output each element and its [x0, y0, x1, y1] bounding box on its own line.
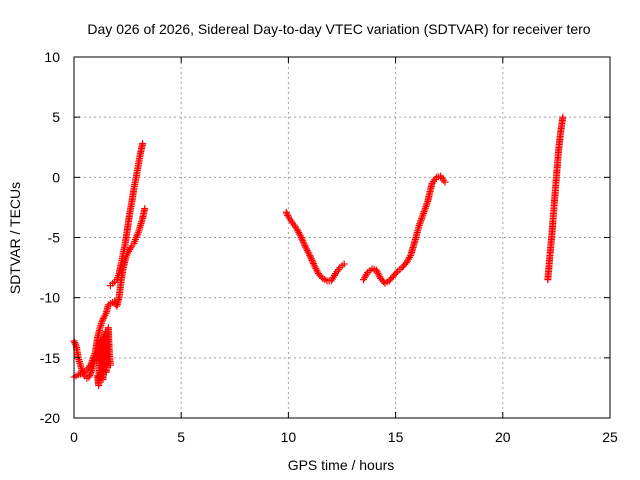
data-point [284, 211, 292, 219]
data-point [86, 370, 94, 378]
x-tick-label: 10 [281, 429, 297, 445]
data-point [297, 234, 305, 241]
data-point [304, 248, 312, 256]
data-point [302, 245, 310, 253]
data-point [308, 256, 316, 264]
data-point [306, 252, 314, 260]
data-point [309, 260, 317, 268]
y-tick-label: 5 [52, 109, 60, 125]
data-point [71, 339, 79, 347]
data-point [300, 240, 308, 248]
x-tick-label: 15 [388, 429, 404, 445]
data-point [139, 140, 147, 148]
data-point [418, 215, 426, 223]
y-tick-label: -10 [40, 290, 60, 306]
data-point [282, 208, 290, 216]
chart-title: Day 026 of 2026, Sidereal Day-to-day VTE… [87, 21, 590, 37]
y-axis-label: SDTVAR / TECUs [7, 182, 23, 294]
data-point [423, 201, 431, 209]
data-point [559, 113, 567, 121]
y-tick-labels: -20 -15 -10 -5 0 5 10 [40, 49, 60, 426]
data-point [310, 261, 318, 269]
data-point [88, 356, 96, 364]
data-point [419, 211, 427, 219]
data-point [416, 218, 424, 226]
data-point [392, 269, 400, 277]
data-point [133, 232, 141, 240]
x-tick-label: 20 [495, 429, 511, 445]
data-point [375, 271, 383, 279]
data-point [302, 243, 310, 251]
data-point [312, 265, 320, 273]
data-point [294, 227, 302, 235]
data-point [295, 228, 303, 236]
data-point [372, 266, 380, 274]
grid-lines [74, 57, 610, 418]
data-point [305, 250, 313, 258]
data-point [301, 242, 309, 250]
data-point [299, 237, 307, 245]
data-point [71, 340, 79, 348]
data-point [340, 260, 348, 268]
y-tick-label: 10 [44, 49, 60, 65]
data-point [298, 235, 306, 243]
x-tick-labels: 0 5 10 15 20 25 [70, 429, 618, 445]
data-point [421, 206, 429, 214]
y-tick-label: -5 [48, 230, 61, 246]
data-point [309, 258, 317, 266]
data-point [441, 178, 449, 186]
data-point [141, 205, 149, 213]
data-point [87, 360, 95, 368]
data-point [313, 266, 321, 274]
data-point [415, 221, 423, 229]
x-tick-label: 25 [602, 429, 618, 445]
axis-ticks [73, 56, 611, 419]
x-axis-label: GPS time / hours [288, 457, 395, 473]
data-point [86, 371, 94, 379]
y-tick-label: 0 [52, 169, 60, 185]
y-tick-label: -20 [40, 410, 60, 426]
data-point [423, 199, 431, 207]
data-point [296, 230, 304, 238]
data-point [106, 361, 114, 369]
data-point [422, 203, 430, 211]
data-point [374, 269, 382, 277]
data-point [417, 216, 425, 224]
data-points [70, 113, 567, 390]
data-point [134, 230, 142, 238]
data-point [89, 355, 97, 363]
data-point [421, 204, 429, 212]
data-point [132, 234, 140, 241]
data-point [317, 273, 325, 281]
data-point [303, 246, 311, 254]
data-point [416, 220, 424, 228]
x-tick-label: 5 [177, 429, 185, 445]
data-point [420, 208, 428, 216]
data-point [307, 255, 315, 263]
data-point [418, 213, 426, 221]
x-tick-label: 0 [70, 429, 78, 445]
data-point [283, 210, 291, 218]
data-point [85, 373, 93, 381]
data-point [299, 238, 307, 246]
data-point [98, 318, 106, 326]
y-tick-label: -15 [40, 350, 60, 366]
data-point [419, 209, 427, 217]
data-point [90, 353, 98, 361]
data-point [307, 253, 315, 261]
data-point [311, 263, 319, 271]
data-point [88, 358, 96, 366]
data-point [296, 232, 304, 240]
data-point [99, 316, 107, 324]
data-point [373, 268, 381, 276]
data-point [293, 225, 301, 233]
